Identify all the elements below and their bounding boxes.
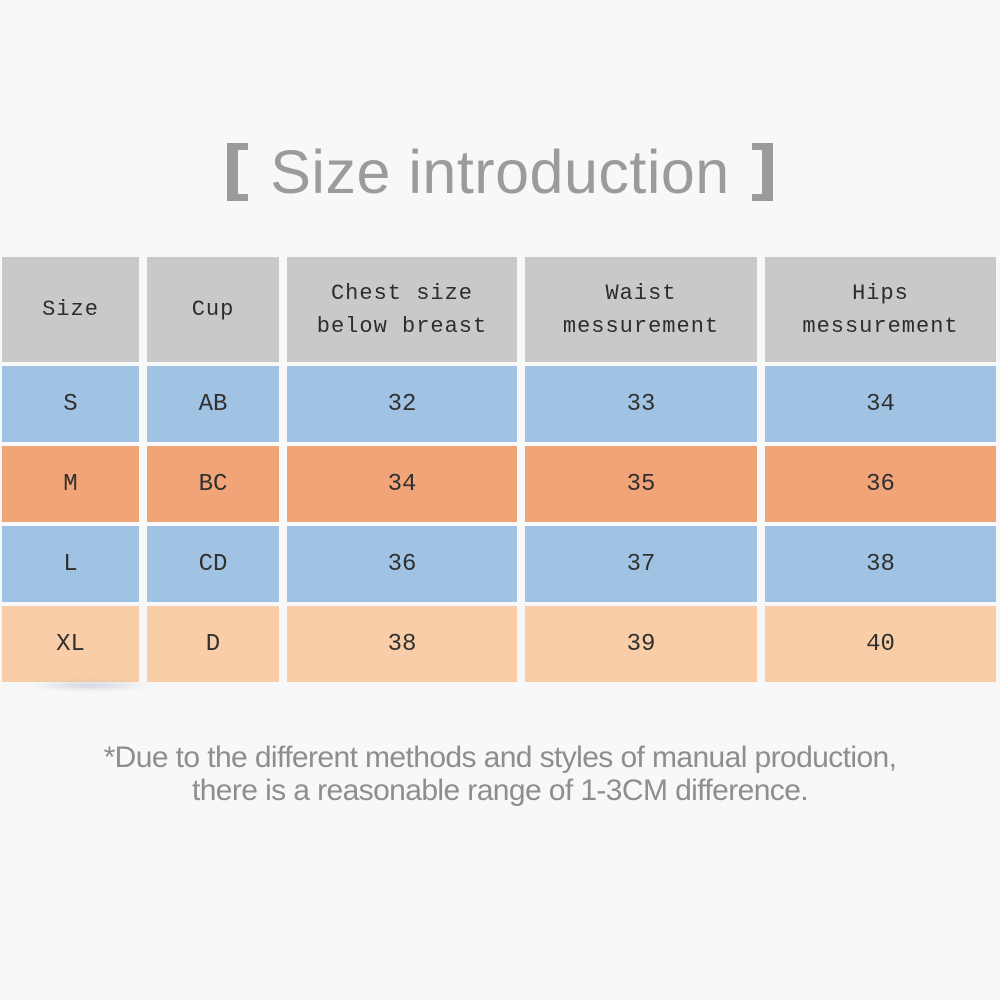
left-lenticular-bracket-icon bbox=[227, 143, 249, 201]
table-cell-waist-m: 35 bbox=[525, 446, 757, 522]
table-cell-chest-s: 32 bbox=[287, 366, 517, 442]
column-header-cup: Cup bbox=[147, 257, 279, 362]
right-lenticular-bracket-icon bbox=[751, 143, 773, 201]
table-cell-waist-s: 33 bbox=[525, 366, 757, 442]
table-cell-cup-xl: D bbox=[147, 606, 279, 682]
table-cell-waist-l: 37 bbox=[525, 526, 757, 602]
table-cell-size-s: S bbox=[2, 366, 139, 442]
table-cell-hips-xl: 40 bbox=[765, 606, 996, 682]
table-cell-size-m: M bbox=[2, 446, 139, 522]
page-title-text: Size introduction bbox=[270, 138, 730, 206]
column-header-hips: Hips messurement bbox=[765, 257, 996, 362]
table-cell-chest-xl: 38 bbox=[287, 606, 517, 682]
footnote-line1: *Due to the different methods and styles… bbox=[103, 741, 897, 774]
column-header-size: Size bbox=[2, 257, 139, 362]
table-cell-size-xl: XL bbox=[2, 606, 139, 682]
size-table: Size Cup Chest size below breast Waist m… bbox=[2, 257, 996, 682]
column-header-chest: Chest size below breast bbox=[287, 257, 517, 362]
table-cell-chest-m: 34 bbox=[287, 446, 517, 522]
table-cell-hips-l: 38 bbox=[765, 526, 996, 602]
table-cell-hips-s: 34 bbox=[765, 366, 996, 442]
column-header-waist: Waist messurement bbox=[525, 257, 757, 362]
table-corner-shadow bbox=[28, 681, 153, 690]
footnote-line2: there is a reasonable range of 1-3CM dif… bbox=[191, 774, 809, 807]
table-cell-cup-l: CD bbox=[147, 526, 279, 602]
table-cell-hips-m: 36 bbox=[765, 446, 996, 522]
table-cell-chest-l: 36 bbox=[287, 526, 517, 602]
footnote: *Due to the different methods and styles… bbox=[0, 741, 1000, 807]
table-cell-waist-xl: 39 bbox=[525, 606, 757, 682]
table-cell-cup-s: AB bbox=[147, 366, 279, 442]
page-title: Size introduction bbox=[0, 138, 1000, 206]
table-cell-size-l: L bbox=[2, 526, 139, 602]
table-cell-cup-m: BC bbox=[147, 446, 279, 522]
